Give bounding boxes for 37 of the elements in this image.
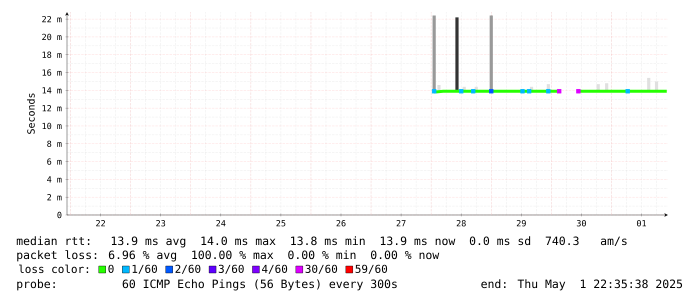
legend-label: 1/60: [132, 264, 157, 274]
x-tick-label: 24: [216, 220, 226, 226]
legend-label: 2/60: [176, 264, 200, 274]
legend-label: 4/60: [262, 264, 288, 274]
x-tick-label: 22: [96, 220, 105, 226]
legend-label: 59/60: [356, 264, 388, 274]
bar: [432, 16, 436, 92]
y-tick-label: 20 m: [42, 34, 62, 40]
x-tick-label: 01: [636, 220, 646, 226]
x-tick-label: 27: [396, 220, 406, 226]
x-tick-label: 25: [276, 220, 286, 226]
y-tick-label: 8 m: [47, 140, 62, 147]
y-tick-label: 16 m: [42, 69, 62, 76]
bar: [455, 17, 459, 92]
y-tick-label: 6 m: [47, 158, 62, 165]
y-tick-label: 14 m: [42, 87, 62, 94]
text: packet loss: 6.96 % avg 100.00 % max 0.00 % min 0.00 % now: [17, 250, 440, 262]
x-tick-label: 30: [576, 220, 586, 226]
text: probe: 60 ICMP Echo Pings (56 Bytes) every 300s end: Thu May 1 22:35:38 2025: [17, 279, 682, 290]
y-tick-label: 18 m: [42, 52, 62, 58]
x-tick-label: 29: [516, 220, 526, 226]
y-tick-label: 22 m: [42, 16, 62, 22]
y-tick-label: 12 m: [42, 105, 62, 112]
y-tick-label: 4 m: [47, 176, 62, 182]
legend-label: 3/60: [218, 264, 244, 274]
y-tick-label: 10 m: [42, 122, 62, 130]
x-tick-label: 26: [336, 220, 346, 226]
x-tick-label: 23: [156, 220, 166, 226]
y-tick-label: 0: [57, 212, 62, 218]
bar: [490, 16, 493, 92]
legend-label: 0: [108, 264, 114, 273]
y-tick-label: 2 m: [47, 194, 62, 200]
legend-title: loss color:: [19, 264, 88, 274]
text: median rtt: 13.9 ms avg 14.0 ms max 13.8 ms min 13.9 ms now 0.0 ms sd 740.3 am/s: [16, 236, 627, 248]
legend-label: 30/60: [306, 264, 338, 274]
x-tick-label: 28: [456, 220, 466, 226]
y-axis-title: Seconds: [27, 93, 35, 134]
